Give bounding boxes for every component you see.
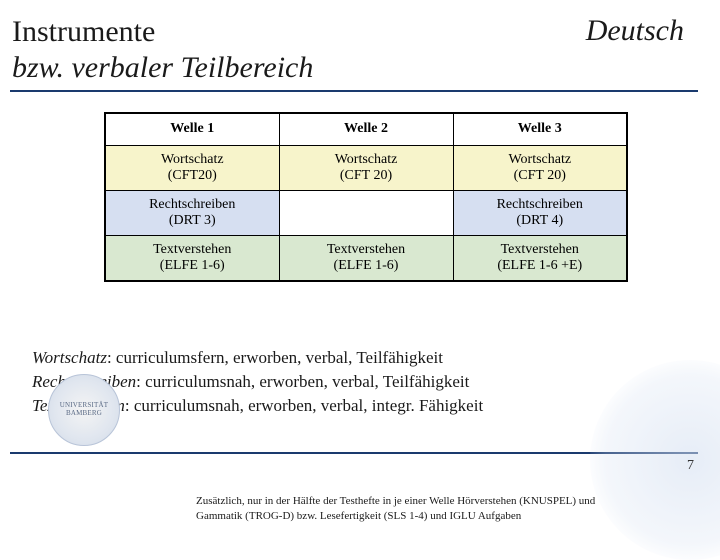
def-desc: : curriculumsnah, erworben, verbal, Teil… bbox=[136, 372, 469, 391]
col-header: Welle 1 bbox=[105, 113, 279, 145]
table-cell: Textverstehen(ELFE 1-6) bbox=[279, 235, 453, 281]
footer-rule bbox=[10, 452, 698, 454]
cell-text: Wortschatz(CFT 20) bbox=[335, 152, 398, 183]
def-term: Wortschatz bbox=[32, 348, 107, 367]
cell-text: Textverstehen(ELFE 1-6) bbox=[327, 242, 405, 273]
title-line2: bzw. verbaler Teilbereich bbox=[12, 51, 313, 84]
table-header-row: Welle 1 Welle 2 Welle 3 bbox=[105, 113, 627, 145]
cell-text: Textverstehen(ELFE 1-6) bbox=[153, 242, 231, 273]
header-rule bbox=[10, 90, 698, 92]
page-number: 7 bbox=[687, 458, 694, 474]
table-cell: Rechtschreiben(DRT 3) bbox=[105, 190, 279, 235]
logo-text: UNIVERSITÄT BAMBERG bbox=[49, 402, 119, 417]
university-seal-icon: UNIVERSITÄT BAMBERG bbox=[48, 374, 120, 446]
table-cell: Wortschatz(CFT20) bbox=[105, 145, 279, 190]
table-cell: Textverstehen(ELFE 1-6 +E) bbox=[453, 235, 627, 281]
table-cell: Wortschatz(CFT 20) bbox=[279, 145, 453, 190]
footnote-text: Zusätzlich, nur in der Hälfte der Testhe… bbox=[196, 494, 596, 524]
definition-line: Textverstehen: curriculumsnah, erworben,… bbox=[32, 394, 688, 418]
cell-text: Wortschatz(CFT 20) bbox=[508, 152, 571, 183]
cell-text: Rechtschreiben(DRT 4) bbox=[497, 197, 583, 228]
table-cell: Rechtschreiben(DRT 4) bbox=[453, 190, 627, 235]
cell-text: Textverstehen(ELFE 1-6 +E) bbox=[497, 242, 582, 273]
slide-title-right: Deutsch bbox=[586, 14, 684, 48]
table-row: Textverstehen(ELFE 1-6) Textverstehen(EL… bbox=[105, 235, 627, 281]
cell-text: Rechtschreiben(DRT 3) bbox=[149, 197, 235, 228]
def-desc: : curriculumsnah, erworben, verbal, inte… bbox=[125, 396, 483, 415]
table-cell: Textverstehen(ELFE 1-6) bbox=[105, 235, 279, 281]
definitions-block: Wortschatz: curriculumsfern, erworben, v… bbox=[32, 346, 688, 417]
title-line1: Instrumente bbox=[12, 15, 155, 48]
definition-line: Wortschatz: curriculumsfern, erworben, v… bbox=[32, 346, 688, 370]
table-cell: Wortschatz(CFT 20) bbox=[453, 145, 627, 190]
col-header: Welle 2 bbox=[279, 113, 453, 145]
col-header: Welle 3 bbox=[453, 113, 627, 145]
instruments-table: Welle 1 Welle 2 Welle 3 Wortschatz(CFT20… bbox=[104, 112, 628, 282]
definition-line: Rechtschreiben: curriculumsnah, erworben… bbox=[32, 370, 688, 394]
slide: Instrumente bzw. verbaler Teilbereich De… bbox=[0, 0, 720, 540]
table-cell-empty bbox=[279, 190, 453, 235]
slide-title-left: Instrumente bzw. verbaler Teilbereich bbox=[12, 14, 313, 86]
table-row: Rechtschreiben(DRT 3) Rechtschreiben(DRT… bbox=[105, 190, 627, 235]
cell-text: Wortschatz(CFT20) bbox=[161, 152, 224, 183]
table-row: Wortschatz(CFT20) Wortschatz(CFT 20) Wor… bbox=[105, 145, 627, 190]
def-desc: : curriculumsfern, erworben, verbal, Tei… bbox=[107, 348, 443, 367]
